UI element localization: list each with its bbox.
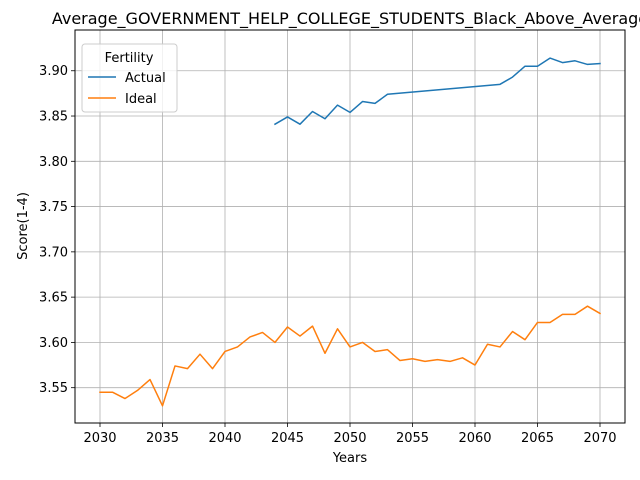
legend-title: Fertility (105, 51, 154, 66)
series-line-ideal (99, 305, 602, 407)
y-tick-label: 3.55 (39, 381, 68, 396)
x-tick-label: 2065 (521, 431, 554, 446)
y-tick-label: 3.90 (39, 64, 68, 79)
legend: Fertility Actual Ideal (81, 43, 178, 113)
y-tick-label: 3.85 (39, 110, 68, 125)
y-tick-label: 3.80 (39, 155, 68, 170)
legend-label-ideal: Ideal (125, 92, 157, 107)
x-tick-label: 2050 (333, 431, 366, 446)
legend-label-actual: Actual (125, 71, 166, 86)
x-tick-label: 2030 (83, 431, 116, 446)
axis-ticks: 2030 2035 2040 2045 2050 2055 2060 2065 2070 3.55… (39, 64, 617, 446)
grid-lines (75, 30, 625, 423)
series-lines (99, 57, 602, 407)
chart-title: Average_GOVERNMENT_HELP_COLLEGE_STUDENTS… (52, 9, 640, 29)
x-tick-label: 2035 (146, 431, 179, 446)
x-tick-label: 2060 (458, 431, 491, 446)
y-tick-label: 3.75 (39, 200, 68, 215)
x-tick-label: 2070 (583, 431, 616, 446)
series-line-actual (273, 57, 601, 126)
x-tick-label: 2040 (208, 431, 241, 446)
y-tick-label: 3.60 (39, 336, 68, 351)
legend-box (81, 43, 178, 113)
y-axis-title: Score(1-4) (16, 192, 31, 260)
x-axis-title: Years (332, 451, 368, 466)
y-tick-label: 3.65 (39, 291, 68, 306)
y-tick-label: 3.70 (39, 245, 68, 260)
x-tick-label: 2045 (271, 431, 304, 446)
x-tick-label: 2055 (396, 431, 429, 446)
